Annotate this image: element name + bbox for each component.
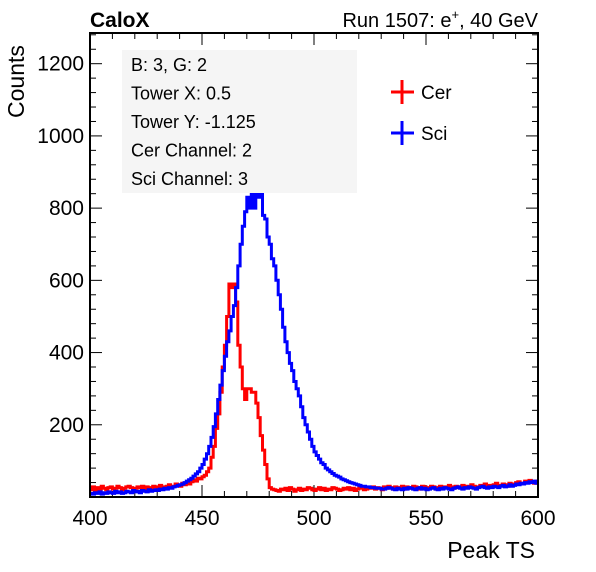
histogram-series <box>90 177 538 496</box>
legend-entry-cer: Cer <box>391 80 452 104</box>
x-tick-label: 500 <box>296 507 331 530</box>
info-line: Sci Channel: 3 <box>131 169 248 189</box>
legend: Cer Sci <box>391 80 452 145</box>
info-box <box>122 50 357 193</box>
legend-label-cer: Cer <box>421 83 452 104</box>
x-tick-label: 400 <box>72 507 107 530</box>
series-sci-line <box>90 177 538 496</box>
info-line: Tower Y: -1.125 <box>131 112 256 132</box>
header-right-label: Run 1507: e+, 40 GeV <box>342 7 538 32</box>
legend-entry-sci: Sci <box>391 121 447 145</box>
y-tick-label: 600 <box>49 269 84 292</box>
legend-label-sci: Sci <box>421 124 447 145</box>
y-tick-label: 800 <box>49 197 84 220</box>
info-box-lines: B: 3, G: 2 Tower X: 0.5 Tower Y: -1.125 Cer… <box>131 55 256 189</box>
x-tick-label: 600 <box>520 507 555 530</box>
info-line: B: 3, G: 2 <box>131 55 207 75</box>
header-left-label: CaloX <box>90 9 150 32</box>
info-line: Cer Channel: 2 <box>131 141 252 161</box>
y-tick-label: 1000 <box>37 125 84 148</box>
x-axis-title: Peak TS <box>447 537 535 563</box>
info-line: Tower X: 0.5 <box>131 84 231 104</box>
y-tick-label: 200 <box>49 414 84 437</box>
y-tick-label: 400 <box>49 342 84 365</box>
axis-ticks: 400 450 500 550 600 200 400 600 800 1000 1200 <box>37 33 556 530</box>
x-tick-label: 450 <box>184 507 219 530</box>
series-cer-line <box>90 282 538 493</box>
x-tick-label: 550 <box>408 507 443 530</box>
y-tick-label: 1200 <box>37 53 84 76</box>
y-axis-title: Counts <box>3 45 29 118</box>
plot-frame <box>89 32 539 498</box>
